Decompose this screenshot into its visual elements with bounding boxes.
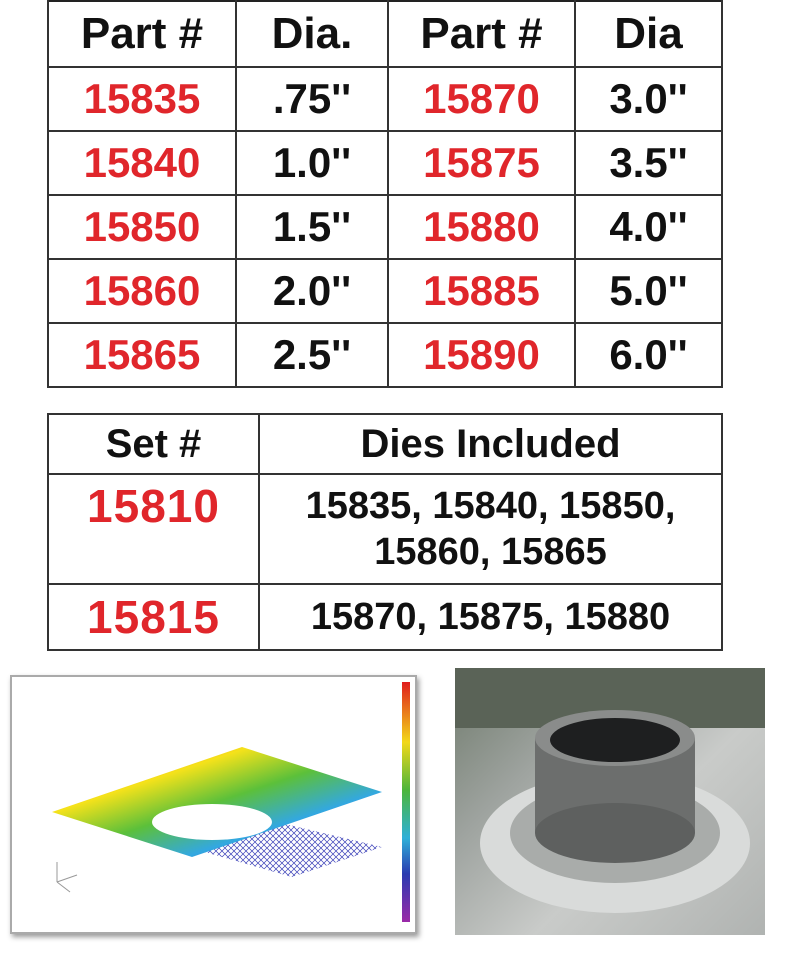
part-number: 15850: [47, 194, 237, 260]
table-row: 15865 2.5'' 15890 6.0'': [47, 322, 723, 388]
part-number: 15840: [47, 130, 237, 196]
diameter: 1.5'': [235, 194, 389, 260]
part-number: 15835: [47, 66, 237, 132]
diameter: 4.0'': [574, 194, 723, 260]
set-number: 15810: [47, 473, 260, 585]
table-row: 15840 1.0'' 15875 3.5'': [47, 130, 723, 196]
color-scale-bar: [402, 682, 410, 922]
part-number: 15860: [47, 258, 237, 324]
diameter: 3.0'': [574, 66, 723, 132]
set-number: 15815: [47, 583, 260, 651]
diameter: .75'': [235, 66, 389, 132]
fea-stress-simulation-image: [10, 675, 417, 934]
diameter: 6.0'': [574, 322, 723, 388]
table-row: 15810 15835, 15840, 15850, 15860, 15865: [47, 473, 723, 585]
axis-triad: [56, 862, 78, 893]
dies-included: 15835, 15840, 15850, 15860, 15865: [258, 473, 723, 585]
table-row: 15850 1.5'' 15880 4.0'': [47, 194, 723, 260]
table-row: 15835.75'' 15870 3.0'': [47, 66, 723, 132]
header-part: Part #: [47, 1, 237, 68]
dies-included: 15870, 15875, 15880: [258, 583, 723, 651]
fea-plot: [52, 682, 410, 922]
sets-table: Set # Dies Included 15810 15835, 15840, …: [47, 413, 723, 651]
part-number: 15865: [47, 322, 237, 388]
table-row: 15815 15870, 15875, 15880: [47, 583, 723, 651]
diameter: 1.0'': [235, 130, 389, 196]
die-photo-illustration: [455, 668, 765, 913]
part-number: 15885: [387, 258, 576, 324]
header-dia: Dia: [574, 1, 723, 68]
diameter: 2.0'': [235, 258, 389, 324]
deformed-plate: [52, 747, 382, 857]
diameter: 2.5'': [235, 322, 389, 388]
dies-line: 15860, 15865: [374, 531, 607, 573]
diameter: 3.5'': [574, 130, 723, 196]
header-row: Part # Dia. Part # Dia: [47, 1, 723, 68]
header-row: Set # Dies Included: [47, 413, 723, 475]
header-set: Set #: [47, 413, 260, 475]
dies-line: 15835, 15840, 15850,: [305, 485, 676, 527]
installed-die-photo: [455, 668, 765, 935]
header-dies: Dies Included: [258, 413, 723, 475]
part-number: 15880: [387, 194, 576, 260]
header-dia: Dia.: [235, 1, 389, 68]
part-number: 15875: [387, 130, 576, 196]
hole: [152, 804, 272, 840]
part-number: 15870: [387, 66, 576, 132]
header-part: Part #: [387, 1, 576, 68]
parts-table: Part # Dia. Part # Dia 15835.75'' 15870 3.…: [47, 0, 723, 388]
table-row: 15860 2.0'' 15885 5.0'': [47, 258, 723, 324]
part-number: 15890: [387, 322, 576, 388]
diameter: 5.0'': [574, 258, 723, 324]
